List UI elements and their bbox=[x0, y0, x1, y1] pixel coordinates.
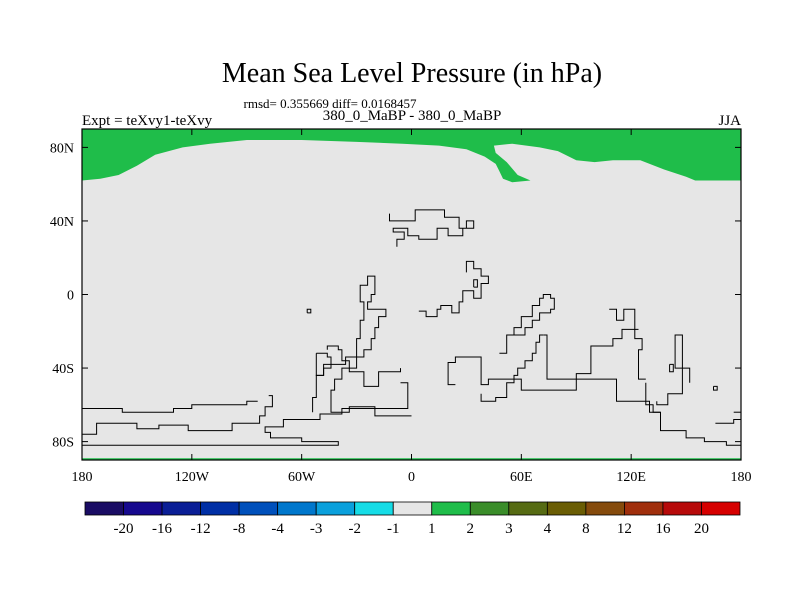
season-label: JJA bbox=[718, 113, 741, 129]
y-tick-label: 40N bbox=[50, 215, 74, 230]
contour-line-11 bbox=[543, 334, 741, 446]
experiment-label: Expt = teXvy1-teXvy bbox=[82, 113, 213, 129]
contour-line-3 bbox=[82, 400, 258, 413]
contour-line-17 bbox=[669, 363, 674, 373]
contour-line-18 bbox=[713, 385, 718, 391]
north-polar-positive-band bbox=[82, 129, 741, 183]
contour-line-20 bbox=[715, 419, 741, 424]
contour-line-14 bbox=[645, 382, 661, 413]
colorbar-swatch bbox=[469, 501, 510, 516]
colorbar-swatch bbox=[392, 501, 433, 516]
contour-line-10 bbox=[389, 209, 475, 247]
y-tick-label: 40S bbox=[52, 362, 74, 377]
x-tick-label: 60W bbox=[288, 470, 316, 485]
colorbar-label: -20 bbox=[114, 521, 134, 537]
contour-line-7 bbox=[306, 308, 312, 314]
colorbar-swatch bbox=[431, 501, 471, 516]
colorbar-label: -1 bbox=[387, 521, 400, 537]
contour-line-16 bbox=[656, 334, 691, 406]
colorbar-label: 20 bbox=[694, 521, 709, 537]
x-tick-label: 180 bbox=[731, 470, 752, 485]
colorbar-swatch bbox=[277, 501, 317, 516]
colorbar-swatch bbox=[84, 501, 124, 516]
contour-line-5 bbox=[326, 345, 401, 387]
colorbar-swatch bbox=[315, 501, 356, 516]
colorbar: -20 -16 -12 -8 -4 -3 -2 -1 1 2 3 4 8 12 16 20 bbox=[84, 501, 741, 537]
colorbar-swatch bbox=[123, 501, 163, 516]
colorbar-label: 4 bbox=[544, 521, 552, 537]
period-difference-label: 380_0_MaBP - 380_0_MaBP bbox=[323, 108, 502, 124]
x-tick-label: 180 bbox=[72, 470, 93, 485]
colorbar-swatch bbox=[508, 501, 548, 516]
contour-line-13 bbox=[499, 294, 555, 354]
map-layer bbox=[81, 128, 742, 461]
colorbar-label: 1 bbox=[428, 521, 436, 537]
colorbar-label: 8 bbox=[582, 521, 590, 537]
stats-label: rmsd= 0.355669 diff= 0.0168457 bbox=[244, 96, 417, 111]
x-tick-label: 120E bbox=[616, 470, 646, 485]
colorbar-label: -8 bbox=[233, 521, 246, 537]
y-tick-label: 80S bbox=[52, 436, 74, 451]
colorbar-swatch bbox=[161, 501, 201, 516]
contour-line-8 bbox=[418, 260, 489, 318]
colorbar-swatch bbox=[662, 501, 702, 516]
colorbar-swatch bbox=[585, 501, 625, 516]
contour-line-12 bbox=[480, 334, 544, 402]
map-background bbox=[82, 129, 741, 460]
axis-layer: 180 120W 60W 0 60E 120E 180 80N 40N 0 40S 80S bbox=[50, 129, 752, 485]
colorbar-label: -12 bbox=[191, 521, 211, 537]
contour-line-4 bbox=[312, 275, 412, 417]
colorbar-swatch bbox=[238, 501, 279, 516]
colorbar-swatch bbox=[546, 501, 587, 516]
contour-line-2 bbox=[82, 395, 273, 435]
x-tick-label: 60E bbox=[510, 470, 533, 485]
y-tick-label: 0 bbox=[67, 289, 74, 304]
contour-line-6 bbox=[315, 352, 332, 376]
colorbar-label: -3 bbox=[310, 521, 323, 537]
colorbar-label: 3 bbox=[505, 521, 513, 537]
colorbar-swatch bbox=[354, 501, 394, 516]
contour-line-0 bbox=[447, 328, 639, 391]
contour-line-1 bbox=[82, 382, 409, 446]
colorbar-swatch bbox=[200, 501, 240, 516]
y-tick-label: 80N bbox=[50, 141, 74, 156]
colorbar-label: -4 bbox=[271, 521, 284, 537]
colorbar-label: 16 bbox=[655, 521, 671, 537]
colorbar-swatch bbox=[701, 501, 741, 516]
x-tick-label: 0 bbox=[408, 470, 415, 485]
colorbar-swatch bbox=[624, 501, 664, 516]
x-tick-label: 120W bbox=[175, 470, 210, 485]
colorbar-label: 2 bbox=[467, 521, 475, 537]
colorbar-label: -16 bbox=[152, 521, 172, 537]
contour-line-9 bbox=[473, 279, 478, 288]
colorbar-label: -2 bbox=[348, 521, 361, 537]
contour-line-15 bbox=[609, 308, 646, 380]
chart-title: Mean Sea Level Pressure (in hPa) bbox=[222, 58, 602, 89]
colorbar-label: 12 bbox=[617, 521, 632, 537]
